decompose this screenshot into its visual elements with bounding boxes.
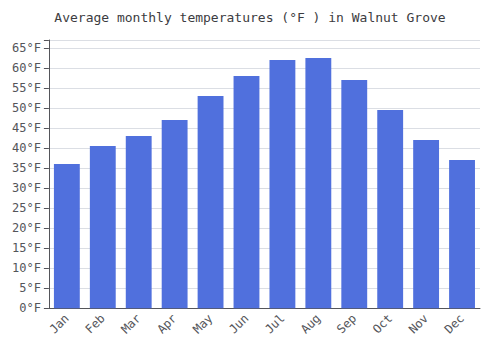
svg-text:Apr: Apr (154, 311, 179, 336)
svg-text:Nov: Nov (406, 311, 431, 336)
svg-text:0°F: 0°F (19, 301, 41, 315)
svg-text:Feb: Feb (83, 311, 108, 336)
svg-text:10°F: 10°F (12, 261, 41, 275)
svg-text:20°F: 20°F (12, 221, 41, 235)
svg-text:35°F: 35°F (12, 161, 41, 175)
svg-text:60°F: 60°F (12, 61, 41, 75)
svg-text:45°F: 45°F (12, 121, 41, 135)
svg-text:15°F: 15°F (12, 241, 41, 255)
svg-text:30°F: 30°F (12, 181, 41, 195)
svg-text:65°F: 65°F (12, 41, 41, 55)
svg-text:May: May (190, 311, 215, 336)
svg-text:Oct: Oct (370, 311, 395, 336)
svg-text:50°F: 50°F (12, 101, 41, 115)
svg-text:Average monthly temperatures (: Average monthly temperatures (°F ) in Wa… (54, 10, 446, 25)
svg-text:25°F: 25°F (12, 201, 41, 215)
svg-text:5°F: 5°F (19, 281, 41, 295)
svg-text:55°F: 55°F (12, 81, 41, 95)
svg-text:Dec: Dec (442, 311, 467, 336)
svg-text:Aug: Aug (298, 311, 323, 336)
svg-text:Sep: Sep (334, 311, 359, 336)
svg-text:Mar: Mar (118, 311, 143, 336)
svg-text:Jun: Jun (226, 311, 251, 336)
svg-text:Jul: Jul (262, 311, 287, 336)
svg-text:40°F: 40°F (12, 141, 41, 155)
svg-text:Jan: Jan (47, 311, 72, 336)
